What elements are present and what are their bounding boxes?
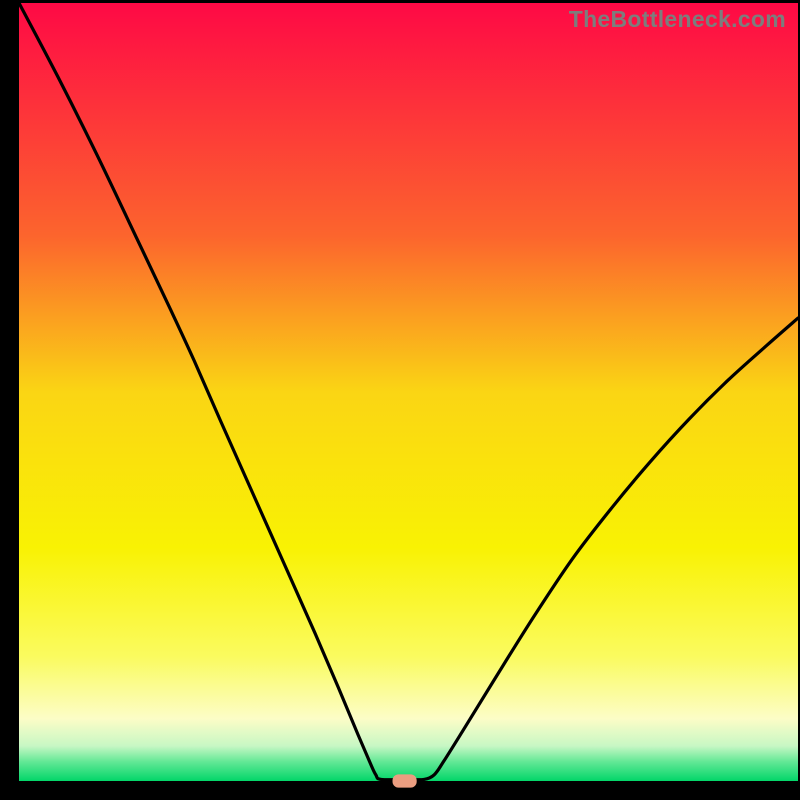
optimal-marker [393, 774, 417, 787]
watermark-text: TheBottleneck.com [569, 6, 786, 33]
plot-background [19, 3, 798, 781]
bottleneck-chart [0, 0, 800, 800]
left-border [0, 0, 19, 800]
